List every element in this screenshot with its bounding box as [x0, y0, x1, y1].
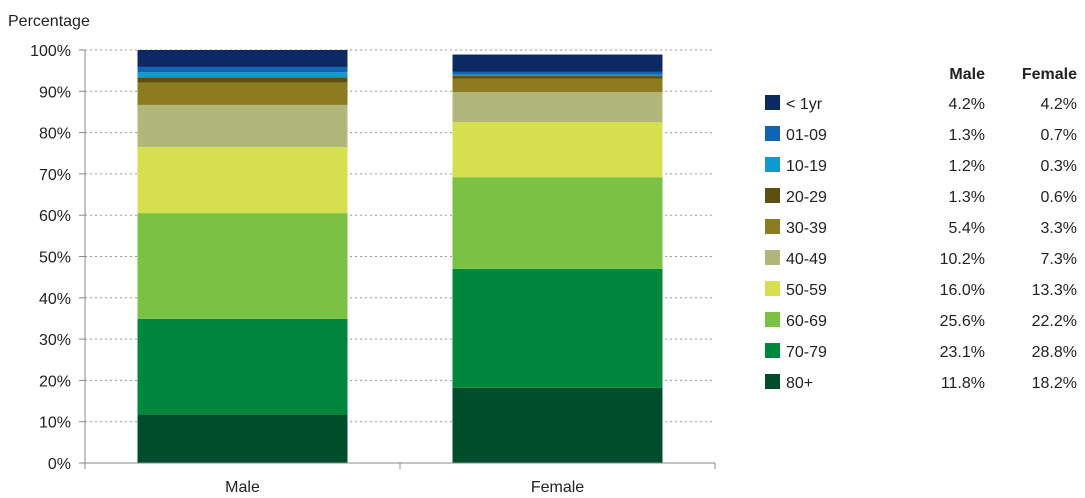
bar-stack-female	[452, 54, 663, 463]
bar-stack-male	[137, 50, 348, 463]
legend-row: 80+ 11.8% 18.2%	[765, 374, 1077, 392]
legend-header-female: Female	[1022, 66, 1077, 83]
legend-swatch	[765, 374, 780, 389]
x-tick-label: Male	[225, 479, 260, 496]
legend-value-male: 23.1%	[940, 344, 985, 361]
legend-row: 50-59 16.0% 13.3%	[765, 281, 1077, 299]
bar-segment	[137, 414, 348, 463]
legend-row: 30-39 5.4% 3.3%	[765, 219, 1077, 237]
legend-value-female: 0.3%	[1041, 158, 1077, 175]
legend-label: 80+	[786, 375, 813, 392]
bar-segment	[137, 72, 348, 78]
legend-row: < 1yr 4.2% 4.2%	[765, 95, 1077, 113]
legend-value-female: 4.2%	[1041, 96, 1077, 113]
bar-segment	[452, 76, 663, 79]
legend-swatch	[765, 95, 780, 110]
legend-row: 70-79 23.1% 28.8%	[765, 343, 1077, 361]
y-axis-title: Percentage	[8, 13, 90, 30]
bar-segment	[452, 74, 663, 77]
bar-segment	[137, 66, 348, 73]
legend-value-male: 16.0%	[940, 282, 985, 299]
legend-value-female: 0.7%	[1041, 127, 1077, 144]
y-tick-label: 90%	[39, 84, 71, 101]
legend-value-male: 10.2%	[940, 251, 985, 268]
bar-stacks	[137, 50, 663, 463]
legend-value-male: 1.2%	[949, 158, 985, 175]
legend-row: 01-09 1.3% 0.7%	[765, 126, 1077, 144]
legend-value-male: 25.6%	[940, 313, 985, 330]
bar-segment	[452, 122, 663, 178]
y-tick-label: 70%	[39, 167, 71, 184]
x-tick-label: Female	[531, 479, 584, 496]
x-axis-labels: Male Female	[225, 479, 584, 496]
legend-swatch	[765, 312, 780, 327]
y-tick-label: 30%	[39, 332, 71, 349]
legend-value-male: 1.3%	[949, 189, 985, 206]
bar-segment	[452, 268, 663, 388]
bar-segment	[137, 104, 348, 148]
legend-value-female: 3.3%	[1041, 220, 1077, 237]
legend-value-female: 22.2%	[1032, 313, 1077, 330]
legend-label: 30-39	[786, 220, 827, 237]
y-tick-label: 10%	[39, 415, 71, 432]
legend-label: 40-49	[786, 251, 827, 268]
legend-label: < 1yr	[786, 96, 823, 113]
bar-segment	[452, 78, 663, 93]
legend-swatch	[765, 219, 780, 234]
legend-swatch	[765, 343, 780, 358]
y-axis-ticks: 0% 10% 20% 30% 40% 50% 60% 70% 80% 90% 100%	[30, 43, 85, 473]
legend-row: 10-19 1.2% 0.3%	[765, 157, 1077, 175]
y-tick-label: 40%	[39, 291, 71, 308]
legend-value-female: 18.2%	[1032, 375, 1077, 392]
y-tick-label: 80%	[39, 126, 71, 143]
legend-swatch	[765, 157, 780, 172]
legend-label: 10-19	[786, 158, 827, 175]
bar-segment	[452, 71, 663, 75]
legend-label: 20-29	[786, 189, 827, 206]
legend-value-male: 4.2%	[949, 96, 985, 113]
bar-segment	[452, 177, 663, 269]
bar-segment	[137, 318, 348, 415]
legend-swatch	[765, 281, 780, 296]
legend-value-male: 5.4%	[949, 220, 985, 237]
y-tick-label: 100%	[30, 43, 71, 60]
legend-value-female: 13.3%	[1032, 282, 1077, 299]
y-tick-label: 50%	[39, 250, 71, 267]
legend-label: 01-09	[786, 127, 827, 144]
legend-swatch	[765, 250, 780, 265]
y-tick-label: 20%	[39, 373, 71, 390]
axes	[84, 50, 716, 469]
legend-value-male: 11.8%	[941, 375, 985, 392]
legend-label: 70-79	[786, 344, 827, 361]
bar-segment	[452, 92, 663, 123]
bar-segment	[452, 387, 663, 463]
bar-segment	[137, 77, 348, 83]
y-tick-label: 0%	[48, 456, 71, 473]
legend-row: 20-29 1.3% 0.6%	[765, 188, 1077, 206]
bar-segment	[137, 82, 348, 105]
legend-row: 40-49 10.2% 7.3%	[765, 250, 1077, 268]
bar-segment	[137, 213, 348, 319]
bar-segment	[137, 147, 348, 214]
legend-value-female: 28.8%	[1032, 344, 1077, 361]
legend-label: 50-59	[786, 282, 827, 299]
legend-swatch	[765, 126, 780, 141]
legend-table: Male Female < 1yr 4.2% 4.2% 01-09 1.3% 0.7% 10…	[765, 66, 1077, 392]
bar-segment	[137, 50, 348, 67]
legend-label: 60-69	[786, 313, 827, 330]
legend-row: 60-69 25.6% 22.2%	[765, 312, 1077, 330]
legend-swatch	[765, 188, 780, 203]
legend-value-female: 0.6%	[1041, 189, 1077, 206]
legend-header-male: Male	[949, 66, 985, 83]
legend-value-male: 1.3%	[949, 127, 985, 144]
bar-segment	[452, 54, 663, 72]
legend-value-female: 7.3%	[1041, 251, 1077, 268]
y-tick-label: 60%	[39, 208, 71, 225]
